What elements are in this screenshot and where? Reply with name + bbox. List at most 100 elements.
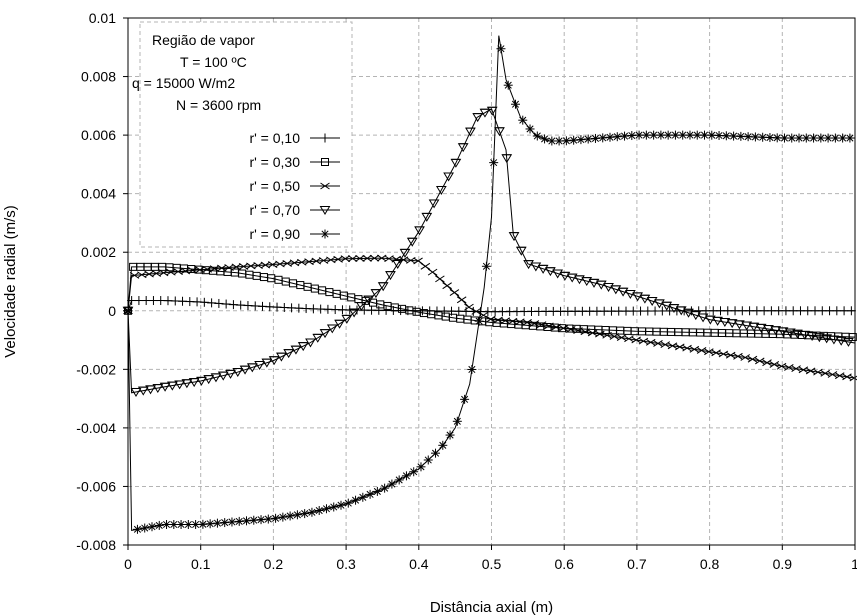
legend-entry-label: r' = 0,30	[249, 154, 300, 170]
data-point	[445, 430, 455, 440]
data-point	[427, 268, 438, 276]
data-point	[656, 130, 666, 140]
data-point	[246, 363, 258, 373]
data-point	[590, 133, 600, 143]
data-point	[707, 130, 717, 140]
series-asterisk	[123, 35, 855, 534]
legend-entry-label: r' = 0,70	[249, 202, 300, 218]
y-tick-label: 0.002	[81, 244, 116, 260]
data-point	[523, 260, 534, 270]
legend: Região de vapor T = 100 ºC q = 15000 W/m2 N…	[132, 21, 353, 248]
data-point	[472, 113, 484, 123]
data-point	[719, 318, 731, 327]
data-point	[456, 296, 467, 304]
data-point	[748, 322, 760, 332]
x-tick-label: 0.5	[482, 556, 502, 572]
data-point	[559, 271, 571, 281]
data-point	[799, 330, 811, 340]
legend-marker	[319, 206, 331, 215]
data-point	[263, 514, 273, 524]
data-point	[256, 515, 266, 525]
legend-header-line: T = 100 ºC	[180, 54, 247, 70]
data-point	[340, 255, 351, 263]
data-point	[355, 255, 365, 262]
data-point	[307, 507, 317, 517]
data-point	[821, 334, 833, 344]
data-point	[848, 333, 857, 342]
data-point	[341, 314, 353, 324]
data-point	[428, 199, 440, 209]
data-point	[249, 515, 259, 525]
data-point	[777, 327, 789, 337]
x-tick-label: 0.6	[554, 556, 574, 572]
data-point	[242, 516, 252, 526]
data-point	[199, 297, 209, 307]
data-point	[271, 513, 281, 523]
data-point	[452, 416, 462, 426]
data-point	[823, 133, 833, 143]
data-point	[471, 307, 482, 315]
data-point	[365, 489, 375, 499]
data-point	[632, 292, 644, 302]
data-point	[438, 440, 448, 450]
data-point	[348, 308, 360, 318]
data-point	[479, 108, 491, 118]
x-tick-label: 1	[851, 556, 857, 572]
data-point	[334, 319, 345, 329]
data-point	[449, 289, 460, 296]
data-point	[276, 352, 287, 362]
data-point	[547, 136, 557, 146]
data-point	[420, 262, 431, 270]
data-point	[624, 290, 636, 300]
legend-marker	[320, 229, 330, 239]
data-point	[741, 321, 753, 331]
data-point	[697, 313, 709, 323]
data-point	[566, 273, 578, 283]
y-tick-label: 0.008	[81, 69, 116, 85]
data-point	[132, 524, 142, 534]
data-point	[627, 131, 637, 141]
data-point	[726, 319, 738, 329]
data-point	[409, 467, 419, 477]
data-point	[210, 373, 222, 383]
data-point	[787, 133, 797, 143]
x-axis-label: Distância axial (m)	[430, 599, 553, 615]
data-point	[649, 130, 659, 140]
data-point	[474, 316, 484, 326]
data-point	[734, 320, 745, 330]
data-point	[508, 232, 520, 242]
y-tick-label: -0.002	[76, 361, 116, 377]
legend-marker	[320, 182, 330, 190]
data-point	[343, 498, 353, 508]
data-point	[283, 349, 295, 359]
data-point	[670, 130, 680, 140]
data-point	[835, 336, 847, 346]
data-point	[347, 255, 358, 262]
data-point	[227, 517, 237, 527]
data-point	[598, 133, 608, 143]
data-point	[486, 106, 498, 116]
data-point	[435, 185, 447, 195]
data-point	[494, 127, 505, 137]
data-point	[704, 315, 716, 325]
data-point	[595, 280, 607, 290]
data-point	[217, 371, 229, 381]
data-point	[380, 483, 390, 493]
data-point	[661, 301, 673, 311]
x-tick-label: 0.8	[700, 556, 720, 572]
data-point	[326, 324, 338, 334]
data-point	[813, 333, 825, 343]
data-point	[740, 354, 751, 361]
data-point	[809, 133, 819, 143]
data-point	[639, 294, 651, 304]
x-tick-label: 0.2	[264, 556, 284, 572]
y-tick-label: 0	[108, 303, 116, 319]
data-point	[503, 80, 513, 90]
data-point	[416, 462, 426, 472]
data-point	[605, 132, 615, 142]
data-point	[225, 369, 236, 379]
y-tick-label: 0.006	[81, 127, 116, 143]
data-point	[329, 502, 339, 512]
data-point	[154, 520, 164, 530]
data-point	[363, 295, 375, 305]
